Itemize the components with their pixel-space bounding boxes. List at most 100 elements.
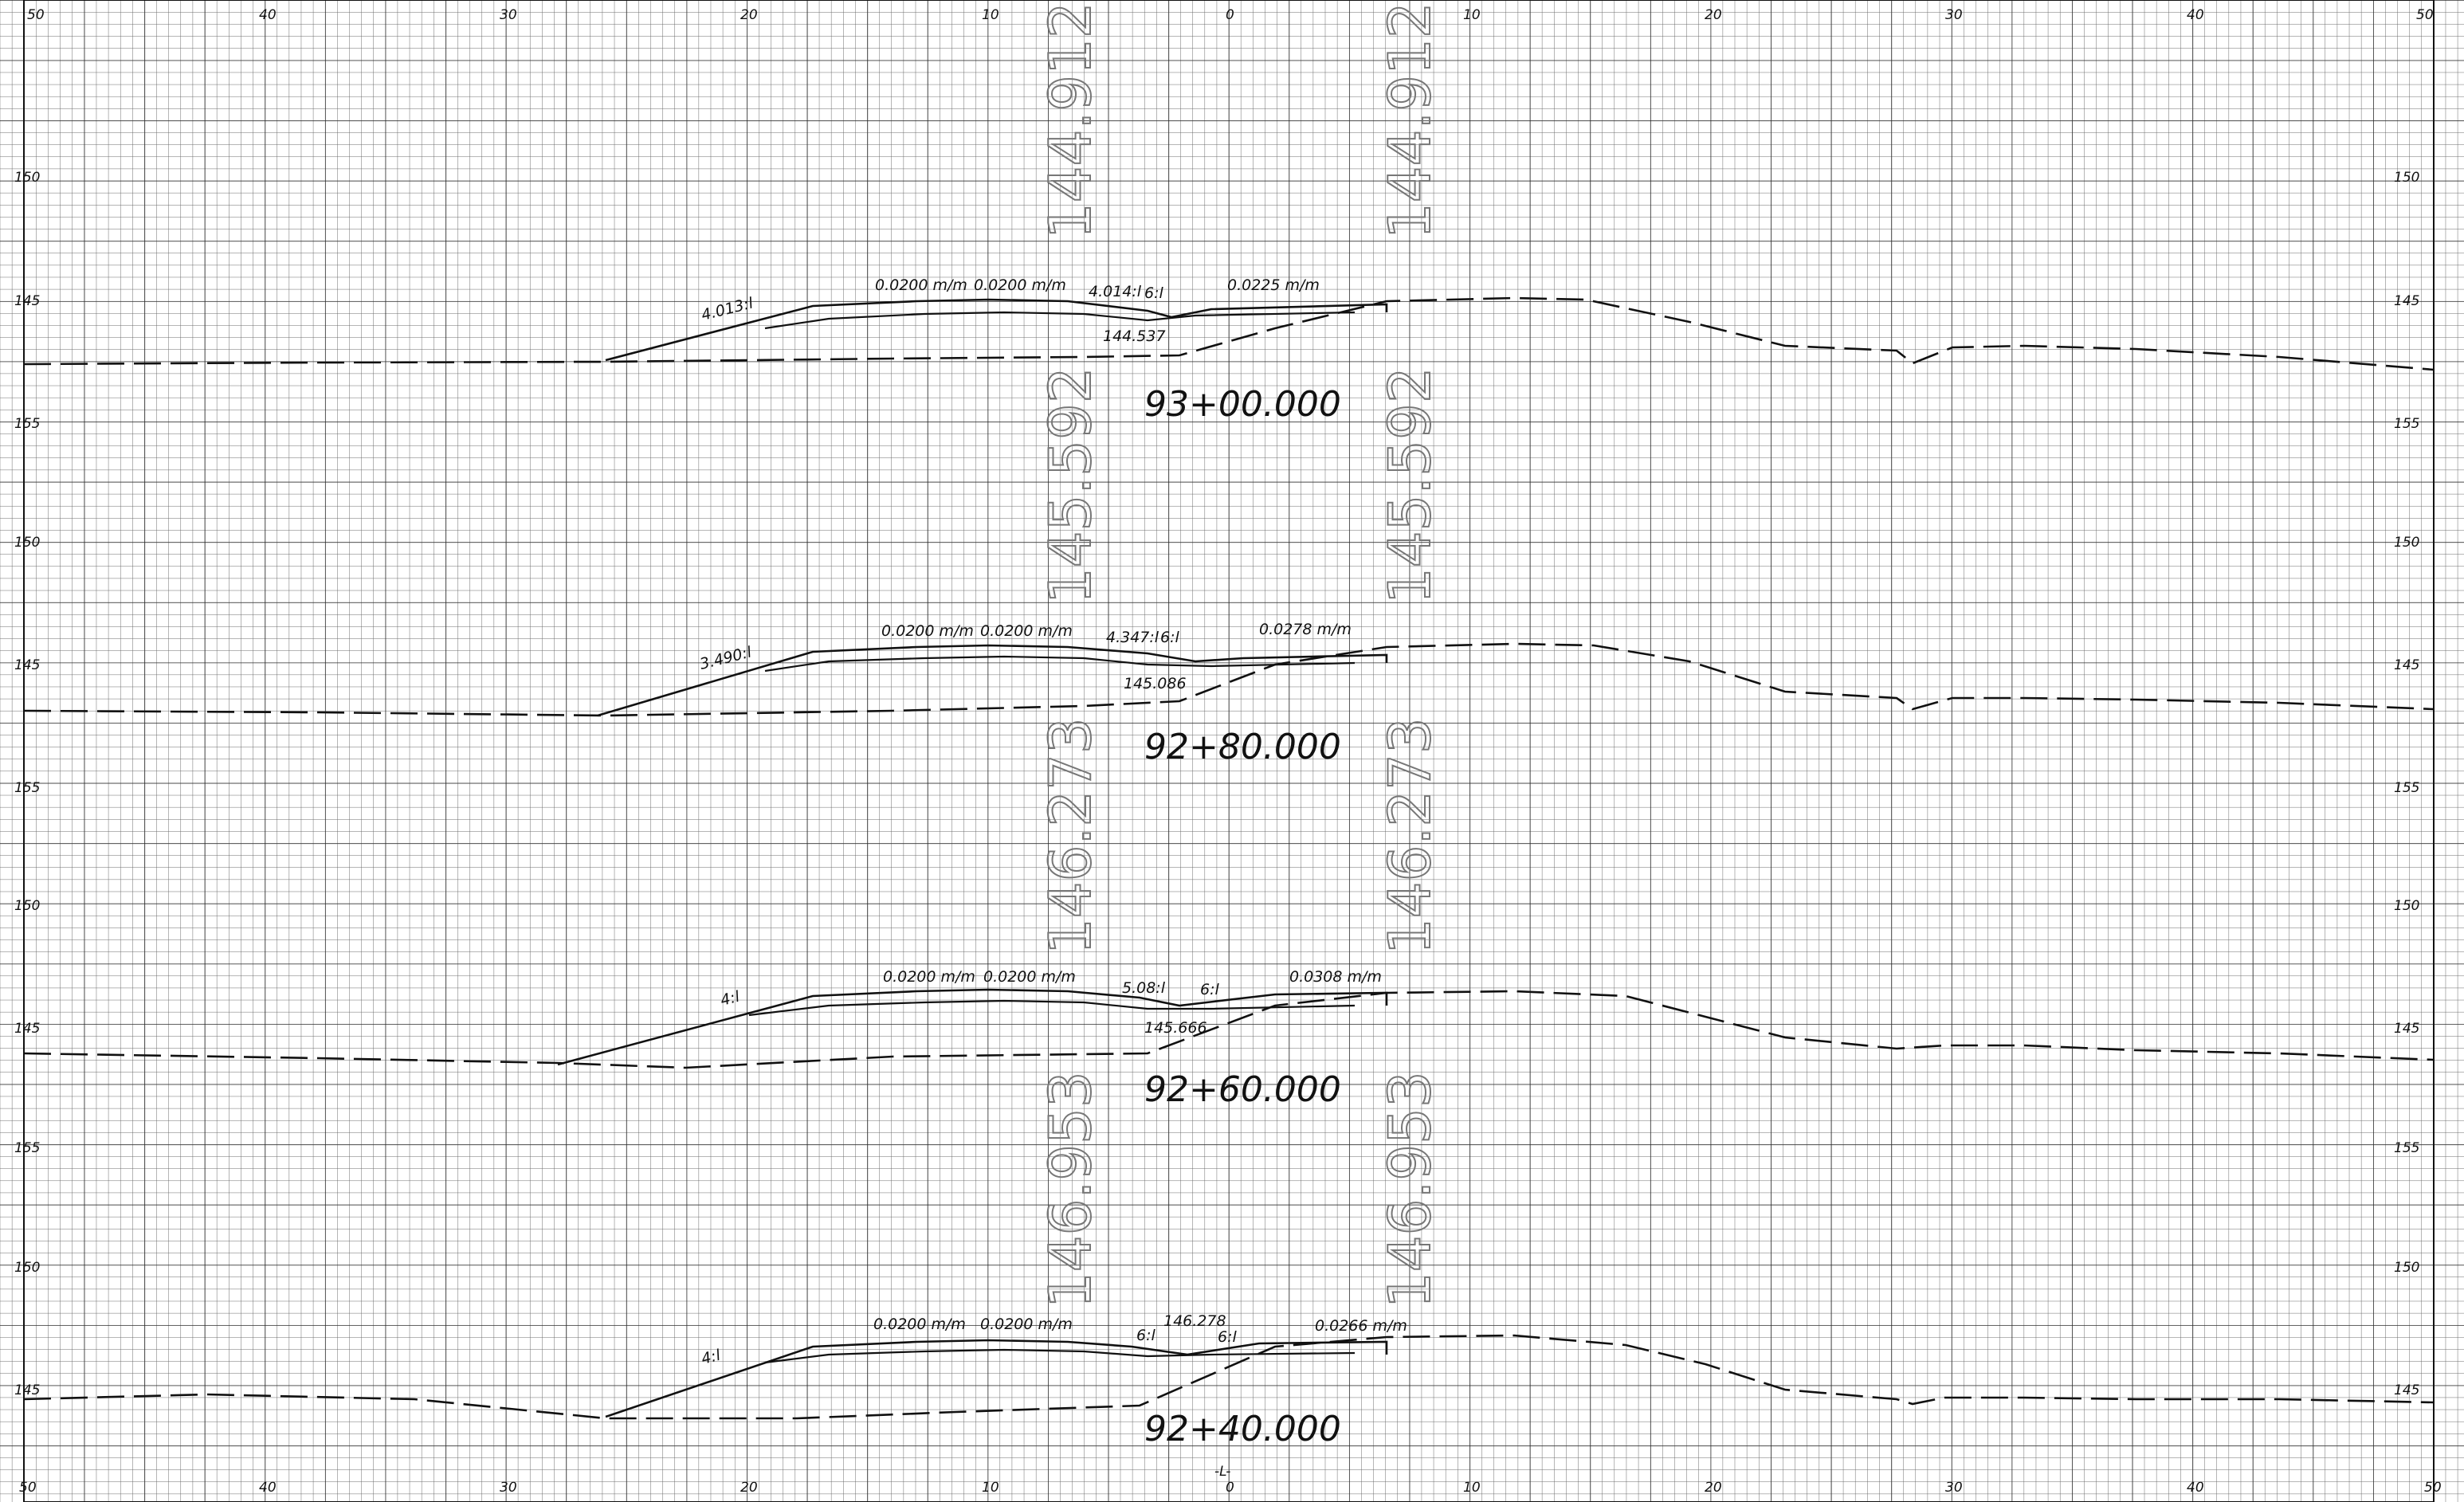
sheet-border (23, 0, 2435, 1502)
station-label: 92+80.000 (1144, 727, 1341, 767)
subgrade-line (764, 1348, 1356, 1364)
y-label-right: 145 (2394, 1021, 2419, 1037)
finished-elevation-label: 145.666 (1144, 1019, 1207, 1037)
cross-slope-label: 0.0200 m/m (875, 276, 967, 294)
slope-ratio-label: 5.08:l (1122, 979, 1166, 997)
bottom-x-label: 30 (500, 1480, 517, 1496)
centerline-label: -L- (1214, 1464, 1230, 1480)
cross-slope-label: 0.0200 m/m (980, 1316, 1073, 1333)
bottom-x-label: 20 (740, 1480, 758, 1496)
cross-section-93-00: 150 145 155 150 145 155 144.912 144.912 … (14, 1, 2435, 432)
bottom-x-label: 50 (19, 1480, 37, 1496)
y-label-left: 150 (14, 1260, 40, 1276)
slope-ratio-label: 4.347:l (1106, 629, 1159, 646)
proposed-template-line (557, 988, 1388, 1066)
elevation-tag-right: 146.273 (1376, 717, 1443, 955)
bottom-x-label: 10 (982, 1480, 999, 1496)
bottom-x-label: 20 (1705, 1480, 1722, 1496)
top-x-label: 40 (2187, 7, 2204, 23)
cross-slope-label-right: 0.0225 m/m (1227, 276, 1320, 294)
y-label-right: 150 (2394, 535, 2419, 551)
cross-slope-label: 0.0200 m/m (974, 276, 1066, 294)
y-label-left: 155 (14, 780, 40, 796)
top-x-label: 50 (27, 7, 45, 23)
side-slope-label: 6:l (1160, 629, 1179, 646)
y-label-right: 155 (2394, 416, 2419, 432)
bottom-x-label: 40 (259, 1480, 277, 1496)
finished-elevation-label: 144.537 (1103, 327, 1166, 345)
top-x-axis: 50 40 30 20 10 0 10 20 30 40 50 (27, 7, 2434, 23)
bottom-x-label: 10 (1463, 1480, 1481, 1496)
y-label-left: 145 (14, 657, 40, 673)
subgrade-line (764, 311, 1356, 330)
cross-slope-label: 0.0200 m/m (883, 968, 975, 986)
y-label-left: 155 (14, 1140, 40, 1156)
existing-ground-line (23, 1334, 2435, 1420)
y-label-right: 150 (2394, 1260, 2419, 1276)
y-label-left: 150 (14, 535, 40, 551)
elevation-tag-right: 146.953 (1376, 1071, 1443, 1308)
bottom-x-label: 40 (2187, 1480, 2204, 1496)
proposed-template-line (597, 644, 1388, 717)
cross-slope-label: 0.0200 m/m (881, 622, 974, 640)
cross-slope-label: 0.0200 m/m (980, 622, 1073, 640)
existing-ground-line (23, 990, 2435, 1069)
proposed-template-line (605, 298, 1388, 362)
y-label-right: 145 (2394, 657, 2419, 673)
cross-slope-label: 0.0200 m/m (873, 1316, 966, 1333)
elevation-tag-left: 146.273 (1037, 717, 1104, 955)
top-x-label: 50 (2416, 7, 2434, 23)
side-slope-label: 6:l (1144, 284, 1163, 302)
existing-ground-line (23, 642, 2435, 717)
slope-ratio-label: 4.014:l (1089, 283, 1142, 300)
y-label-left: 145 (14, 1382, 40, 1398)
elevation-tag-left: 146.953 (1037, 1071, 1104, 1308)
cross-section-92-80: 150 145 155 150 145 155 145.592 145.592 … (14, 366, 2435, 796)
bottom-x-axis: 50 40 30 20 10 0 10 20 30 40 50 -L- (19, 1464, 2442, 1496)
cross-slope-label-right: 0.0266 m/m (1315, 1317, 1407, 1335)
cross-slope-label-right: 0.0308 m/m (1289, 968, 1382, 986)
elevation-tag-right: 145.592 (1376, 367, 1443, 604)
finished-elevation-label: 146.278 (1163, 1312, 1226, 1330)
top-x-label: 20 (1705, 7, 1722, 23)
finished-elevation-label: 145.086 (1124, 675, 1187, 692)
bottom-x-label: 50 (2424, 1480, 2442, 1496)
y-label-right: 150 (2394, 898, 2419, 914)
y-label-left: 145 (14, 1021, 40, 1037)
y-label-left: 150 (14, 898, 40, 914)
proposed-template-line (605, 1339, 1388, 1418)
top-x-label: 30 (500, 7, 517, 23)
subgrade-line (748, 999, 1356, 1017)
top-x-label: 30 (1945, 7, 1963, 23)
subgrade-line (764, 655, 1356, 673)
elevation-tag-left: 144.912 (1037, 2, 1104, 239)
top-x-label: 0 (1226, 7, 1234, 23)
top-x-label: 10 (982, 7, 999, 23)
bottom-x-label: 0 (1226, 1480, 1234, 1496)
y-label-left: 150 (14, 170, 40, 186)
side-slope-label: 6:l (1200, 981, 1219, 998)
y-label-right: 145 (2394, 1382, 2419, 1398)
cross-section-92-60: 150 145 155 150 145 155 146.273 146.273 … (14, 716, 2435, 1156)
station-label: 92+40.000 (1144, 1409, 1341, 1449)
elevation-tag-left: 145.592 (1037, 367, 1104, 604)
bottom-x-label: 30 (1945, 1480, 1963, 1496)
station-label: 92+60.000 (1144, 1069, 1341, 1110)
y-label-right: 145 (2394, 293, 2419, 309)
y-label-right: 155 (2394, 1140, 2419, 1156)
station-label: 93+00.000 (1144, 384, 1341, 425)
y-label-left: 155 (14, 416, 40, 432)
y-label-right: 155 (2394, 780, 2419, 796)
y-label-right: 150 (2394, 170, 2419, 186)
cross-slope-label-right: 0.0278 m/m (1259, 621, 1352, 638)
existing-ground-line (23, 296, 2435, 371)
top-x-label: 20 (740, 7, 758, 23)
top-x-label: 10 (1463, 7, 1481, 23)
top-x-label: 40 (259, 7, 277, 23)
cross-slope-label: 0.0200 m/m (983, 968, 1076, 986)
y-label-left: 145 (14, 293, 40, 309)
side-slope-label: 6:l (1218, 1328, 1237, 1346)
elevation-tag-right: 144.912 (1376, 2, 1443, 239)
